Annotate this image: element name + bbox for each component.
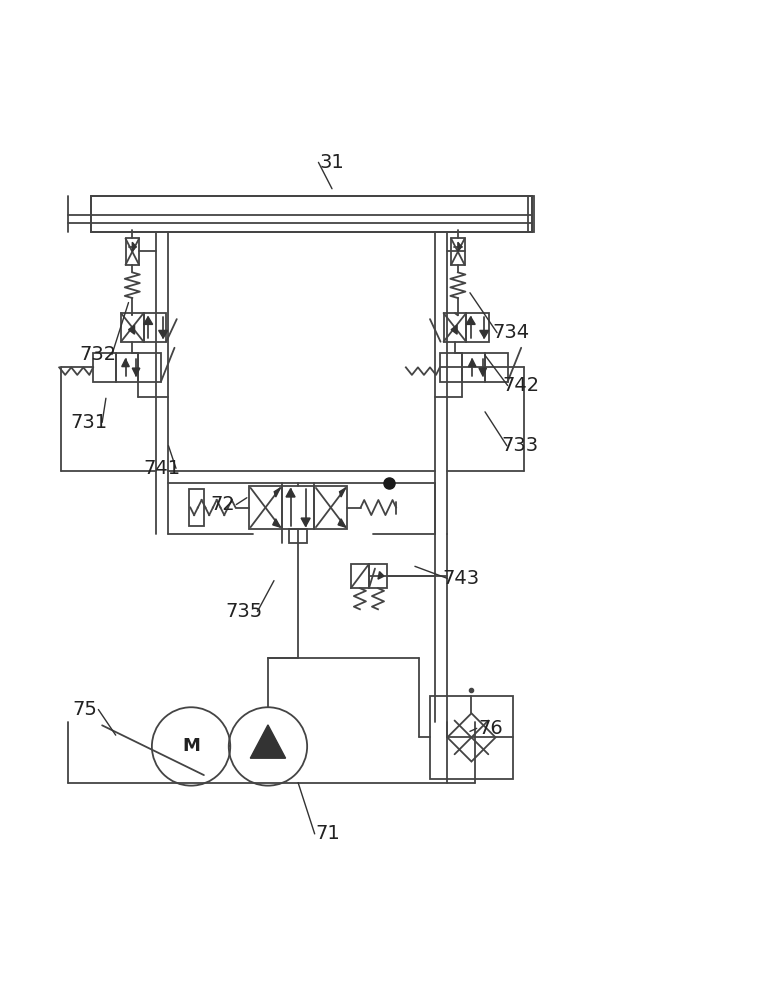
Polygon shape [340,488,346,497]
Text: 71: 71 [316,824,341,843]
Bar [463,353,485,382]
Polygon shape [133,242,136,251]
Text: 741: 741 [144,459,181,478]
Polygon shape [338,519,346,527]
Polygon shape [250,725,286,758]
Bar [443,313,466,342]
Polygon shape [480,330,488,338]
Bar [143,313,166,342]
Polygon shape [458,242,462,251]
Bar [289,529,307,543]
Polygon shape [122,359,130,367]
Bar [189,489,204,526]
Bar [126,238,139,265]
Bar [430,696,513,779]
Polygon shape [133,368,139,376]
Text: M: M [182,737,200,755]
Polygon shape [378,572,384,579]
Text: 734: 734 [492,323,529,342]
Text: 733: 733 [502,436,539,455]
Text: 31: 31 [319,153,344,172]
Text: 72: 72 [210,495,235,514]
Polygon shape [466,317,475,324]
Bar [440,353,463,382]
Bar [116,353,139,382]
Bar [121,313,143,342]
Polygon shape [273,519,280,527]
Text: 742: 742 [503,376,539,395]
Bar [485,353,507,382]
Text: 75: 75 [72,700,98,719]
Bar [93,353,116,382]
Polygon shape [451,325,457,334]
Polygon shape [301,518,310,526]
Polygon shape [158,330,168,338]
Bar [315,486,347,529]
Bar [466,313,488,342]
Bar [369,564,387,588]
Polygon shape [469,359,476,367]
Bar [249,486,282,529]
Text: 735: 735 [226,602,262,621]
Bar [528,196,534,232]
Text: 731: 731 [70,413,107,432]
Polygon shape [129,325,135,334]
Bar [282,486,315,529]
Bar [139,353,161,382]
Polygon shape [286,489,295,497]
Text: 76: 76 [478,719,503,738]
Bar [351,564,369,588]
Text: 743: 743 [442,569,479,588]
Text: 732: 732 [80,345,117,364]
Polygon shape [143,317,152,324]
Polygon shape [479,368,486,376]
Polygon shape [274,488,280,497]
Bar [91,196,532,232]
Bar [451,238,465,265]
